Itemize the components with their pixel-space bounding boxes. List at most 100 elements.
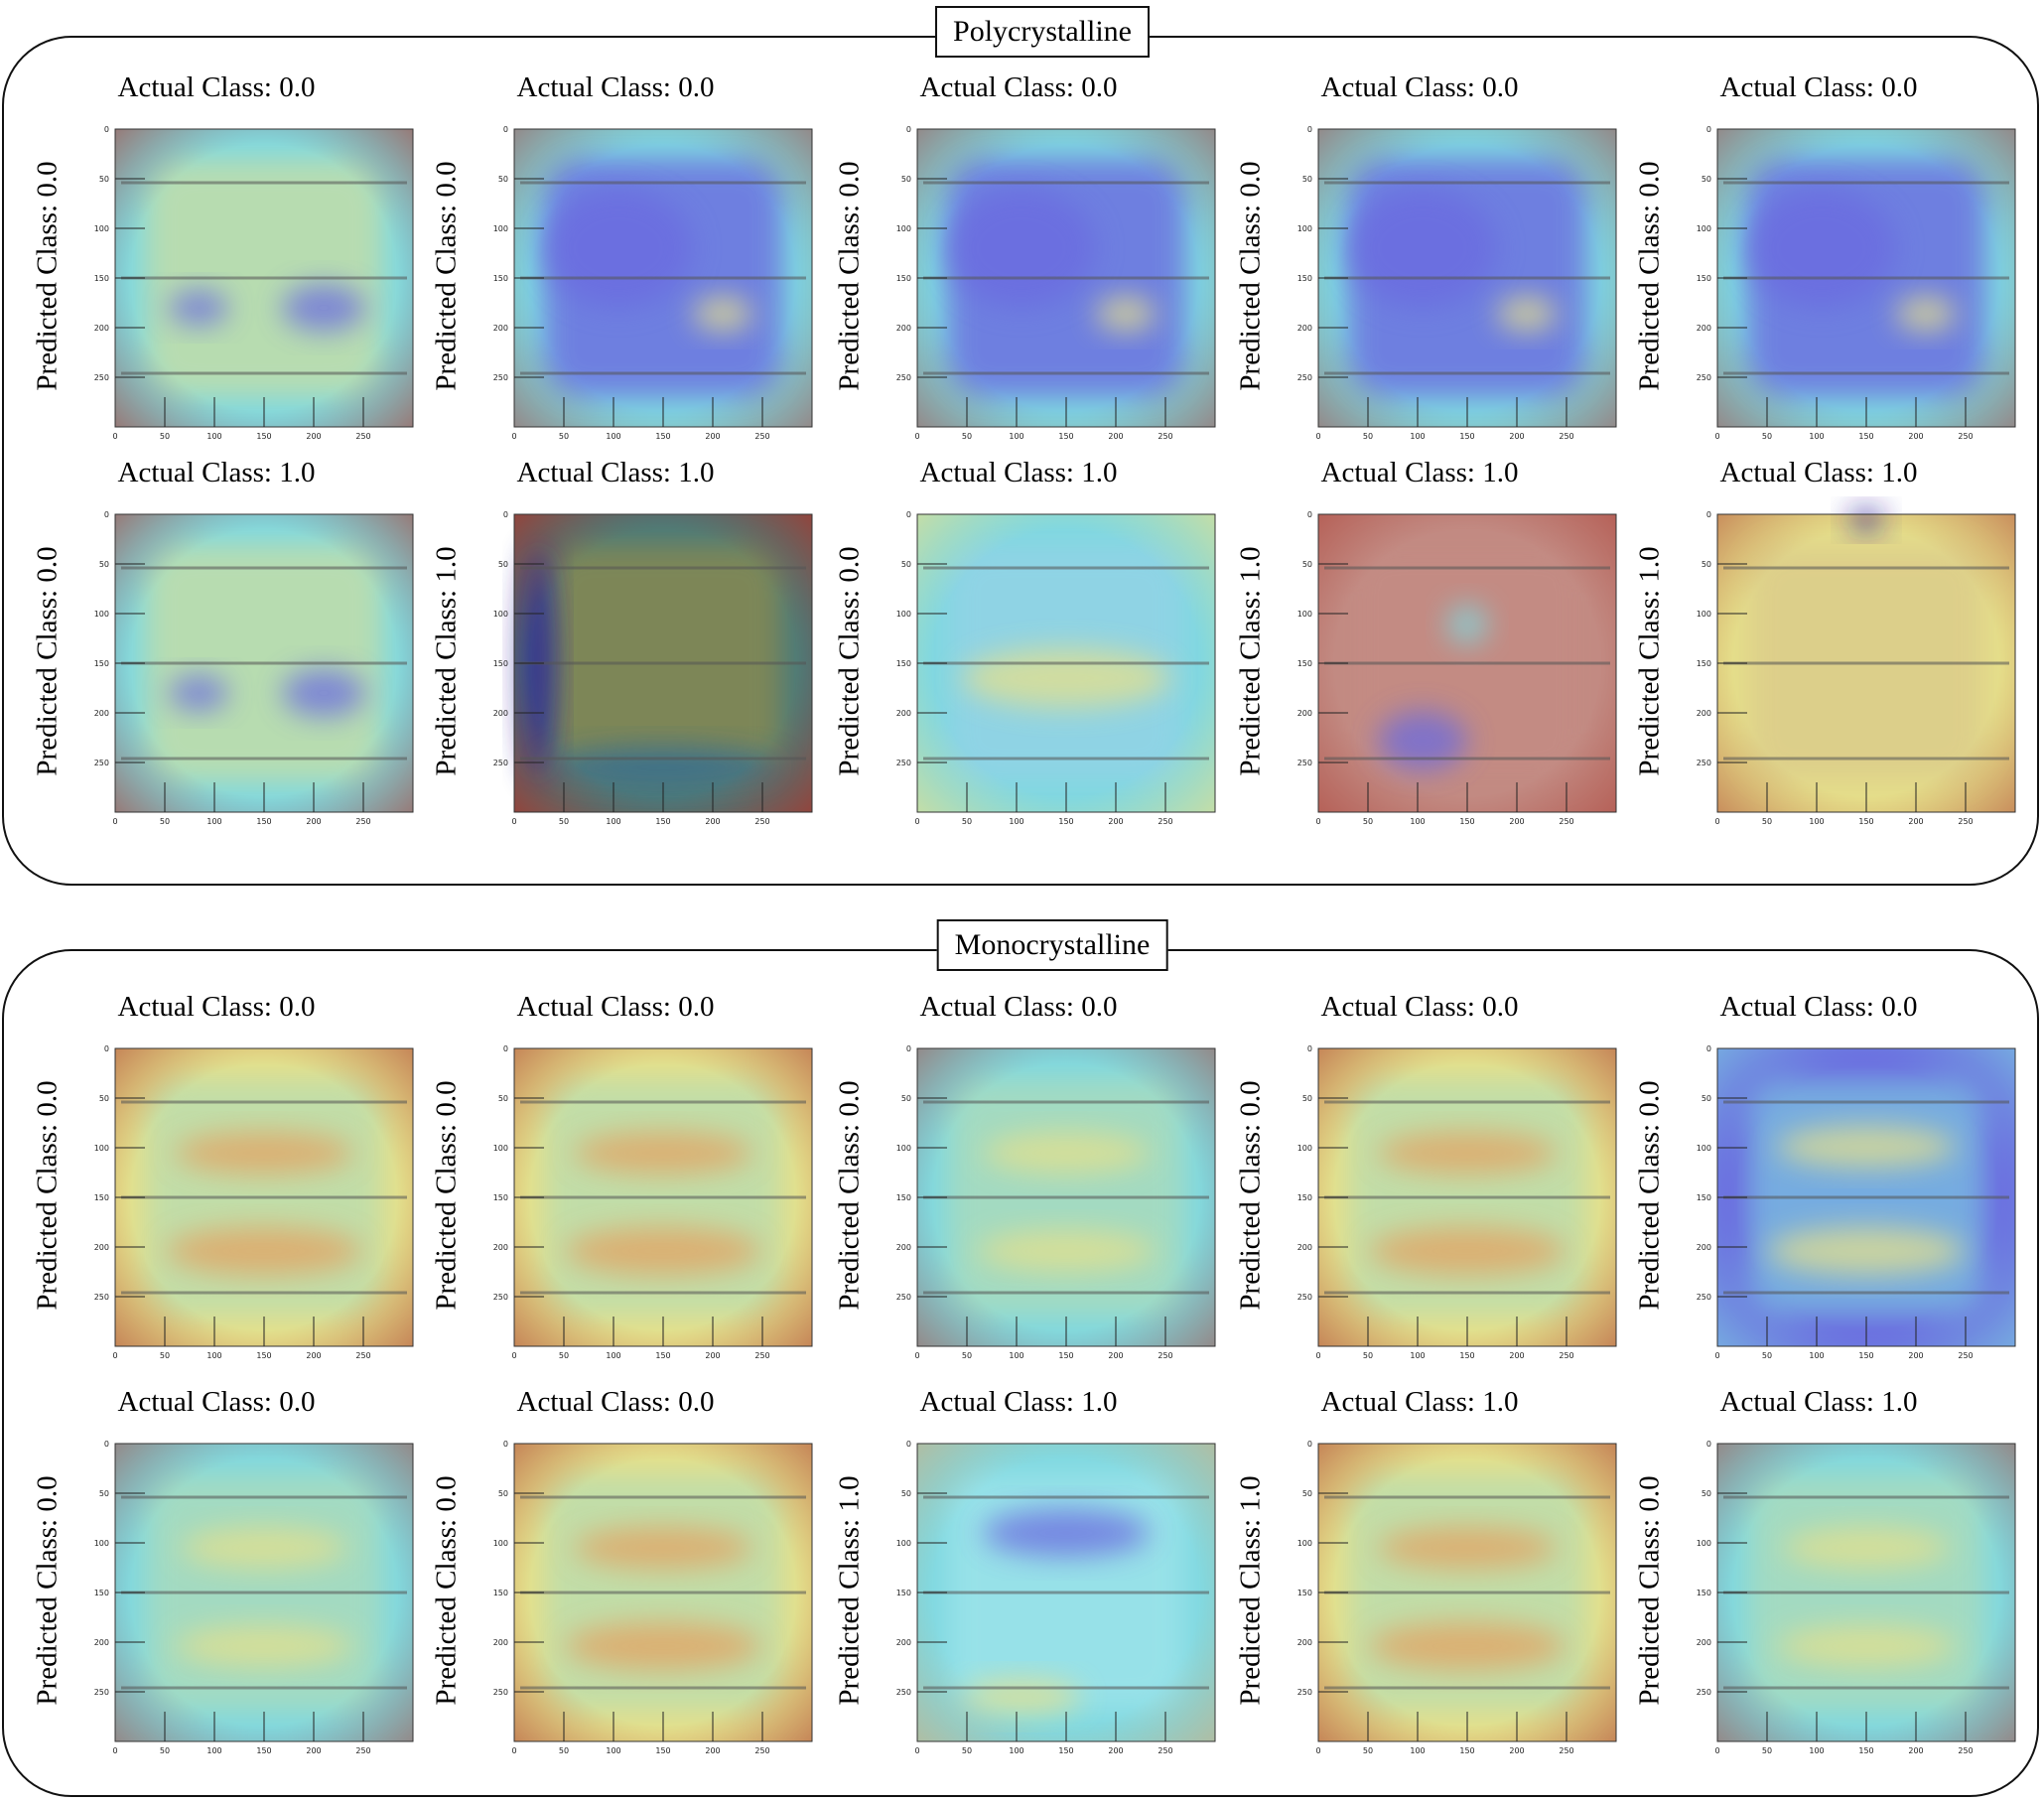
y-tick-label: 100 bbox=[493, 224, 508, 233]
predicted-class-label: Predicted Class: 0.0 bbox=[31, 1475, 64, 1706]
actual-class-label: Actual Class: 0.0 bbox=[516, 71, 715, 103]
x-tick-label: 250 bbox=[1958, 1746, 1973, 1755]
x-tick-label: 250 bbox=[754, 817, 769, 826]
x-tick-label: 50 bbox=[1762, 1351, 1772, 1360]
x-tick-label: 0 bbox=[1714, 1746, 1719, 1755]
x-tick-label: 50 bbox=[559, 817, 569, 826]
heatmap-panel: Actual Class: 0.0 Predicted Class: 0.0 0 0 5… bbox=[28, 989, 425, 1360]
x-tick-label: 0 bbox=[1714, 1351, 1719, 1360]
x-tick-label: 250 bbox=[1559, 817, 1573, 826]
y-tick-label: 100 bbox=[94, 224, 109, 233]
y-tick-label: 250 bbox=[493, 1688, 508, 1697]
predicted-class-label-wrap: Predicted Class: 1.0 bbox=[427, 512, 467, 810]
actual-class-label: Actual Class: 0.0 bbox=[516, 991, 715, 1023]
actual-class-label: Actual Class: 0.0 bbox=[1320, 991, 1519, 1023]
predicted-class-label-wrap: Predicted Class: 0.0 bbox=[830, 1046, 870, 1344]
predicted-class-label-wrap: Predicted Class: 0.0 bbox=[28, 1046, 68, 1344]
x-tick-label: 0 bbox=[511, 432, 516, 441]
y-tick-label: 200 bbox=[1697, 324, 1711, 333]
y-tick-label: 150 bbox=[493, 274, 508, 283]
y-tick-label: 250 bbox=[94, 1293, 109, 1302]
x-tick-label: 200 bbox=[306, 817, 321, 826]
gradcam-heatmap-image: 0 0 50 50 100 100 150 150 200 200 250 250 bbox=[1297, 1044, 1617, 1360]
actual-class-label: Actual Class: 1.0 bbox=[1719, 1386, 1918, 1418]
x-tick-label: 250 bbox=[1158, 1746, 1172, 1755]
x-tick-label: 250 bbox=[754, 432, 769, 441]
actual-class-label: Actual Class: 0.0 bbox=[1719, 71, 1918, 103]
y-tick-label: 0 bbox=[503, 1044, 508, 1053]
y-tick-label: 250 bbox=[1297, 759, 1312, 767]
y-tick-label: 0 bbox=[1706, 1440, 1711, 1449]
x-tick-label: 100 bbox=[606, 1351, 620, 1360]
y-tick-label: 250 bbox=[493, 759, 508, 767]
x-tick-label: 150 bbox=[655, 817, 670, 826]
x-tick-label: 150 bbox=[256, 432, 271, 441]
y-tick-label: 250 bbox=[896, 759, 911, 767]
y-tick-label: 150 bbox=[1297, 1589, 1312, 1597]
actual-class-label: Actual Class: 1.0 bbox=[117, 457, 316, 488]
x-tick-label: 0 bbox=[1315, 1746, 1320, 1755]
predicted-class-label-wrap: Predicted Class: 1.0 bbox=[1231, 512, 1271, 810]
gradcam-heatmap-image: 0 0 50 50 100 100 150 150 200 200 250 250 bbox=[1697, 1440, 2016, 1755]
predicted-class-label-wrap: Predicted Class: 1.0 bbox=[1630, 512, 1670, 810]
x-tick-label: 150 bbox=[1858, 817, 1873, 826]
x-tick-label: 200 bbox=[705, 817, 720, 826]
heatmap-panel: Actual Class: 1.0 Predicted Class: 1.0 0 0 5… bbox=[830, 1384, 1227, 1755]
gradcam-heatmap-image: 0 0 50 50 100 100 150 150 200 200 250 250 bbox=[1697, 508, 2016, 826]
y-tick-label: 50 bbox=[1702, 560, 1711, 569]
x-tick-label: 200 bbox=[1908, 817, 1923, 826]
actual-class-label: Actual Class: 0.0 bbox=[919, 991, 1118, 1023]
x-tick-label: 150 bbox=[1058, 817, 1073, 826]
y-tick-label: 250 bbox=[1297, 373, 1312, 382]
y-tick-label: 200 bbox=[94, 709, 109, 718]
y-tick-label: 100 bbox=[1297, 1539, 1312, 1548]
y-tick-label: 0 bbox=[906, 1440, 911, 1449]
y-tick-label: 50 bbox=[1302, 175, 1312, 184]
predicted-class-label-wrap: Predicted Class: 0.0 bbox=[1231, 1046, 1271, 1344]
x-tick-label: 0 bbox=[1714, 432, 1719, 441]
y-tick-label: 200 bbox=[94, 324, 109, 333]
y-tick-label: 250 bbox=[94, 759, 109, 767]
y-tick-label: 200 bbox=[493, 1243, 508, 1252]
y-tick-label: 0 bbox=[104, 1440, 109, 1449]
x-tick-label: 0 bbox=[914, 1351, 919, 1360]
heatmap-panel: Actual Class: 0.0 Predicted Class: 0.0 0 0 5… bbox=[830, 989, 1227, 1360]
y-tick-label: 0 bbox=[906, 510, 911, 519]
y-tick-label: 250 bbox=[896, 1293, 911, 1302]
predicted-class-label-wrap: Predicted Class: 0.0 bbox=[427, 1046, 467, 1344]
heatmap-panel: Actual Class: 0.0 Predicted Class: 0.0 0 0 5… bbox=[28, 1384, 425, 1755]
x-tick-label: 150 bbox=[1858, 1746, 1873, 1755]
heatmap-panel: Actual Class: 0.0 Predicted Class: 0.0 0 0 5… bbox=[1231, 989, 1628, 1360]
predicted-class-label-wrap: Predicted Class: 1.0 bbox=[830, 1442, 870, 1739]
y-tick-label: 50 bbox=[498, 175, 508, 184]
y-tick-label: 0 bbox=[906, 1044, 911, 1053]
gradcam-heatmap-image: 0 0 50 50 100 100 150 150 200 200 250 250 bbox=[94, 125, 414, 441]
x-tick-label: 50 bbox=[1363, 1746, 1373, 1755]
x-tick-label: 0 bbox=[112, 1746, 117, 1755]
predicted-class-label: Predicted Class: 0.0 bbox=[31, 546, 64, 776]
predicted-class-label: Predicted Class: 0.0 bbox=[833, 546, 866, 776]
y-tick-label: 50 bbox=[498, 1489, 508, 1498]
gradcam-heatmap-image: 0 0 50 50 100 100 150 150 200 200 250 250 bbox=[1297, 125, 1617, 441]
heatmap-panel: Actual Class: 1.0 Predicted Class: 1.0 0 0 5… bbox=[1630, 455, 2027, 826]
x-tick-label: 100 bbox=[206, 1746, 221, 1755]
y-tick-label: 250 bbox=[1297, 1293, 1312, 1302]
y-tick-label: 200 bbox=[1697, 1243, 1711, 1252]
x-tick-label: 250 bbox=[1158, 817, 1172, 826]
x-tick-label: 200 bbox=[705, 1746, 720, 1755]
x-tick-label: 100 bbox=[206, 1351, 221, 1360]
gradcam-heatmap-image: 0 0 50 50 100 100 150 150 200 200 250 250 bbox=[94, 1044, 414, 1360]
y-tick-label: 150 bbox=[1297, 659, 1312, 668]
x-tick-label: 100 bbox=[1009, 817, 1023, 826]
x-tick-label: 150 bbox=[256, 1351, 271, 1360]
y-tick-label: 50 bbox=[901, 1094, 911, 1103]
predicted-class-label-wrap: Predicted Class: 1.0 bbox=[1231, 1442, 1271, 1739]
y-tick-label: 100 bbox=[1297, 1144, 1312, 1153]
y-tick-label: 200 bbox=[896, 324, 911, 333]
x-tick-label: 50 bbox=[559, 1746, 569, 1755]
x-tick-label: 250 bbox=[1559, 1746, 1573, 1755]
y-tick-label: 50 bbox=[99, 1489, 109, 1498]
actual-class-label: Actual Class: 1.0 bbox=[516, 457, 715, 488]
y-tick-label: 150 bbox=[896, 274, 911, 283]
y-tick-label: 200 bbox=[896, 1638, 911, 1647]
